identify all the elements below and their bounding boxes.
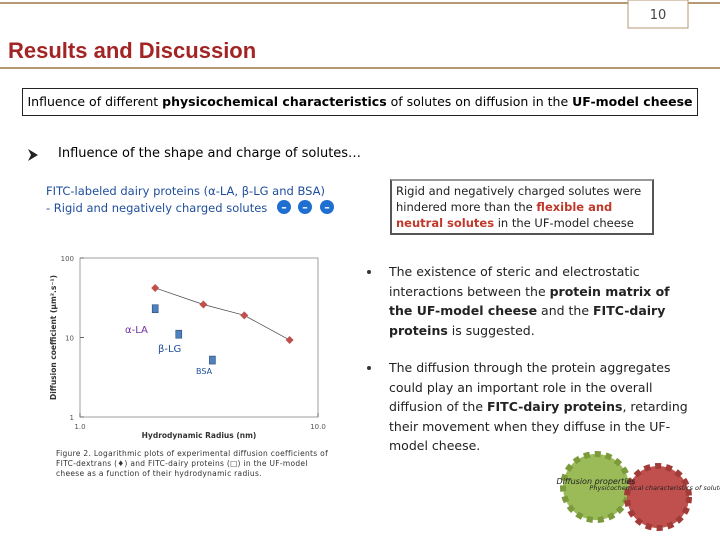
- x-tick-label: 10.0: [310, 423, 326, 431]
- callout-box: Rigid and negatively charged solutes wer…: [390, 179, 654, 235]
- text-run: , retarding their movement when they dif…: [389, 399, 688, 453]
- text-run: Rigid and negatively charged solutes wer…: [396, 184, 642, 214]
- protein-annotation: α-LA: [125, 325, 148, 336]
- proteins-label: FITC-labeled dairy proteins (α-LA, β-LG …: [46, 183, 325, 217]
- charge-sign: –: [302, 201, 308, 214]
- y-tick-label: 10: [65, 335, 74, 343]
- gear-label: Physicochemical characteristics of solut…: [589, 484, 720, 492]
- charge-icons: – – –: [277, 200, 334, 214]
- text-run: in the UF-model cheese: [494, 216, 634, 230]
- text-run: The existence of steric and electrostati…: [389, 264, 640, 299]
- proteins-line: - Rigid and negatively charged solutes: [46, 201, 268, 215]
- text-run: and the: [537, 303, 594, 318]
- text-run: The diffusion through the protein aggreg…: [389, 360, 671, 414]
- charge-circle: [277, 200, 291, 214]
- data-point: [151, 304, 159, 314]
- data-point: [175, 329, 183, 339]
- text-run: protein matrix of the UF-model cheese: [389, 283, 670, 319]
- page-number-box: [627, 0, 689, 29]
- protein-annotation: BSA: [196, 367, 213, 376]
- text-run: FITC-dairy proteins: [389, 303, 666, 338]
- text-run: of solutes on diffusion in the: [386, 94, 573, 109]
- bullet: The diffusion through the protein aggreg…: [367, 358, 689, 456]
- data-point: [199, 300, 208, 309]
- data-point: [285, 336, 294, 345]
- charge-sign: –: [324, 201, 330, 214]
- data-point: [240, 311, 249, 320]
- section-arrow: [28, 149, 38, 161]
- proteins-line: FITC-labeled dairy proteins (α-LA, β-LG …: [46, 184, 326, 198]
- y-tick-label: 1: [70, 414, 74, 422]
- protein-annotation: β-LG: [158, 344, 181, 355]
- slide-title: Results and Discussion: [8, 38, 257, 63]
- section-heading: Influence of the shape and charge of sol…: [58, 146, 362, 161]
- page-number: 10: [650, 8, 667, 23]
- text-run: is suggested.: [447, 322, 535, 338]
- chart: 1 10 100 1.0 10.0 Hydrodynamic Radius (nm) Dif…: [49, 255, 326, 440]
- charge-sign: –: [281, 201, 287, 214]
- text-run: FITC-dairy proteins: [486, 399, 623, 414]
- text-run: Influence of different: [27, 94, 163, 109]
- data-point: [209, 355, 216, 365]
- text-run: UF-model cheese: [572, 94, 693, 109]
- y-axis-label: Diffusion coefficient (μm².s⁻¹): [49, 275, 58, 400]
- gear-label: Diffusion properties: [556, 477, 635, 486]
- x-axis-label: Hydrodynamic Radius (nm): [142, 431, 257, 440]
- charge-circle: [320, 200, 334, 214]
- bullet-text: The diffusion through the protein aggreg…: [389, 360, 688, 453]
- plot-area: [79, 257, 319, 418]
- trend-line: [155, 287, 290, 341]
- data-point: [151, 283, 160, 292]
- charge-circle: [298, 200, 312, 214]
- text-run: flexible and neutral solutes: [396, 200, 613, 230]
- bullet: The existence of steric and electrostati…: [367, 262, 689, 340]
- x-tick-label: 1.0: [74, 423, 85, 431]
- subtitle-box: Influence of different physicochemical c…: [22, 88, 698, 116]
- text-run: physicochemical characteristics: [162, 94, 387, 109]
- gear: [624, 463, 692, 531]
- y-tick-label: 100: [61, 255, 74, 263]
- figure-caption: Figure 2. Logarithmic plots of experimen…: [56, 449, 329, 478]
- bullet-text: The existence of steric and electrostati…: [389, 264, 670, 338]
